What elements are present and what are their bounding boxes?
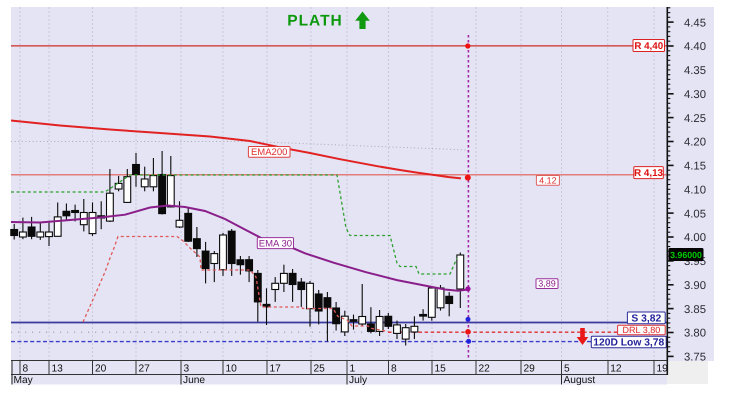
svg-text:3.90: 3.90 [684,280,706,292]
svg-text:4.05: 4.05 [684,208,706,220]
svg-text:DRL 3,80: DRL 3,80 [623,325,661,335]
svg-text:3: 3 [184,364,190,375]
svg-text:3,89: 3,89 [538,279,556,289]
svg-text:29: 29 [524,364,536,375]
svg-text:4.40: 4.40 [684,41,706,53]
svg-text:8: 8 [391,364,397,375]
svg-text:15: 15 [435,364,447,375]
svg-text:S 3,82: S 3,82 [631,313,661,324]
svg-text:27: 27 [139,364,151,375]
svg-text:3.85: 3.85 [684,304,706,316]
svg-text:R 4,13: R 4,13 [634,168,663,179]
svg-text:June: June [183,375,205,386]
svg-text:22: 22 [479,364,491,375]
svg-text:4.00: 4.00 [684,232,706,244]
svg-text:4.45: 4.45 [684,17,706,29]
svg-text:July: July [349,375,368,386]
svg-text:10: 10 [226,364,238,375]
svg-text:May: May [14,375,34,386]
svg-text:25: 25 [314,364,326,375]
svg-text:4.15: 4.15 [684,161,706,173]
svg-text:5: 5 [564,364,570,375]
svg-text:120D Low 3,78: 120D Low 3,78 [593,338,664,349]
svg-text:17: 17 [270,364,282,375]
svg-text:13: 13 [52,364,64,375]
svg-text:3.75: 3.75 [684,352,706,364]
svg-text:August: August [564,375,596,386]
svg-text:8: 8 [23,364,29,375]
svg-text:4.20: 4.20 [684,137,706,149]
svg-text:3.96000: 3.96000 [670,250,702,260]
svg-text:4.35: 4.35 [684,65,706,77]
svg-text:4.12: 4.12 [539,175,557,185]
svg-text:R 4,40: R 4,40 [634,41,663,52]
svg-text:19: 19 [657,364,669,375]
svg-text:20: 20 [95,364,107,375]
svg-text:4.10: 4.10 [684,185,706,197]
svg-text:PLATH: PLATH [287,13,343,30]
svg-text:3.80: 3.80 [684,328,706,340]
svg-text:EMA200: EMA200 [251,147,287,158]
svg-text:4.30: 4.30 [684,89,706,101]
svg-text:EMA 30: EMA 30 [259,238,292,249]
svg-text:1: 1 [350,364,356,375]
svg-text:12: 12 [610,364,622,375]
svg-text:4.25: 4.25 [684,113,706,125]
